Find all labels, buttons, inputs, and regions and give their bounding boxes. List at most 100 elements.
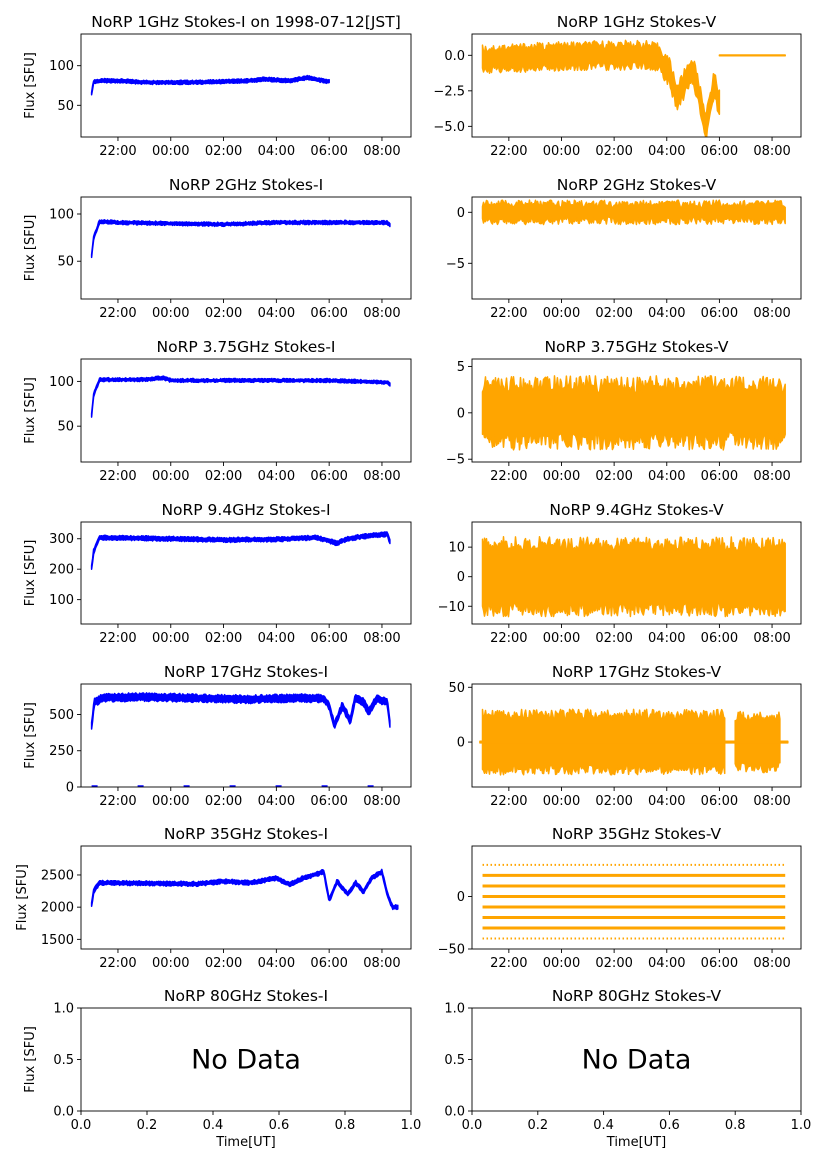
y-tick-label: 5 [457, 360, 465, 375]
y-axis-label: Flux [SFU] [23, 1026, 38, 1093]
x-axis-label: Time[UT] [606, 1135, 666, 1150]
x-tick-label: 04:00 [258, 631, 295, 646]
y-axis-label: Flux [SFU] [23, 215, 38, 282]
x-tick-label: 02:00 [595, 956, 632, 971]
x-tick-label: 04:00 [258, 956, 295, 971]
y-axis-label: Flux [SFU] [23, 52, 38, 119]
y-tick-label: 50 [448, 681, 465, 696]
x-tick-label: 06:00 [701, 956, 738, 971]
x-tick-label: 00:00 [543, 469, 580, 484]
x-tick-label: 06:00 [701, 794, 738, 809]
x-tick-label: 00:00 [152, 956, 189, 971]
x-tick-label: 22:00 [99, 794, 136, 809]
x-tick-label: 02:00 [595, 144, 632, 159]
y-axis-label: Flux [SFU] [23, 702, 38, 769]
x-tick-label: 06:00 [310, 469, 347, 484]
y-tick-label: 50 [57, 99, 74, 114]
x-tick-label: 22:00 [99, 631, 136, 646]
x-tick-label: 00:00 [152, 794, 189, 809]
panel-norp-80ghz-v: NoRP 80GHz Stokes-V 0.0 0.5 1.0 0.0 0.2 0.4 0.6… [444, 987, 811, 1150]
series-0-band [481, 536, 786, 618]
x-tick-label: 08:00 [753, 956, 790, 971]
x-tick-label: 0.6 [659, 1118, 680, 1133]
x-tick-label: 06:00 [310, 631, 347, 646]
y-tick-label: 0 [457, 736, 465, 751]
x-tick-label: 06:00 [701, 306, 738, 321]
chart-title: NoRP 1GHz Stokes-I on 1998-07-12[JST] [91, 13, 401, 31]
axes-frame [471, 358, 802, 463]
y-tick-label: 0 [66, 781, 74, 796]
y-tick-label: −5 [446, 257, 465, 272]
y-axis-label: Flux [SFU] [15, 864, 30, 931]
x-tick-label: 22:00 [490, 306, 527, 321]
axes-frame [80, 683, 412, 788]
chart-title: NoRP 1GHz Stokes-V [557, 13, 717, 31]
plot-area [90, 74, 330, 96]
x-tick-label: 08:00 [363, 306, 400, 321]
x-tick-label: 02:00 [595, 631, 632, 646]
chart-title: NoRP 9.4GHz Stokes-I [161, 501, 330, 519]
x-tick-label: 08:00 [363, 956, 400, 971]
panel-norp-17ghz-i: NoRP 17GHz Stokes-I 0 250 500 22:00 00:00 02:0… [23, 663, 412, 809]
axes-frame [80, 358, 412, 463]
x-tick-label: 22:00 [99, 306, 136, 321]
series-1-band [718, 54, 786, 57]
x-tick-label: 02:00 [205, 306, 242, 321]
plot-area [90, 868, 399, 911]
y-tick-label: −10 [438, 600, 465, 615]
y-tick-label: 50 [57, 255, 74, 270]
y-tick-label: 1.0 [444, 1002, 465, 1017]
chart-title: NoRP 17GHz Stokes-V [552, 663, 722, 681]
x-tick-label: 04:00 [648, 956, 685, 971]
x-tick-label: 22:00 [99, 956, 136, 971]
y-tick-label: 0 [457, 570, 465, 585]
y-tick-label: 500 [49, 708, 74, 723]
panel-norp-9-4ghz-i: NoRP 9.4GHz Stokes-I 100 200 300 22:00 00:00 0… [23, 501, 412, 646]
y-tick-label: 250 [49, 744, 74, 759]
x-tick-label: 22:00 [490, 469, 527, 484]
x-axis-label: Time[UT] [215, 1135, 275, 1150]
x-tick-label: 22:00 [490, 144, 527, 159]
x-tick-label: 06:00 [701, 631, 738, 646]
x-tick-label: 00:00 [152, 631, 189, 646]
x-tick-label: 00:00 [152, 469, 189, 484]
y-tick-label: 50 [57, 420, 74, 435]
series-0-band [90, 692, 391, 730]
chart-title: NoRP 3.75GHz Stokes-I [157, 338, 336, 356]
x-tick-label: 04:00 [648, 794, 685, 809]
axes-frame [80, 33, 412, 138]
x-tick-label: 04:00 [648, 144, 685, 159]
axes-frame [471, 521, 802, 625]
x-tick-label: 22:00 [99, 469, 136, 484]
x-tick-label: 04:00 [648, 469, 685, 484]
series-2-band [479, 740, 789, 744]
axes-frame [471, 683, 802, 788]
x-tick-label: 1.0 [401, 1118, 422, 1133]
y-tick-label: 200 [49, 563, 74, 578]
y-tick-label: 0 [457, 890, 465, 905]
plot-area [479, 708, 789, 776]
x-tick-label: 0.6 [269, 1118, 290, 1133]
x-tick-label: 00:00 [543, 631, 580, 646]
y-tick-label: 0 [457, 406, 465, 421]
x-tick-label: 02:00 [205, 144, 242, 159]
chart-title: NoRP 17GHz Stokes-I [164, 663, 328, 681]
x-tick-label: 1.0 [791, 1118, 812, 1133]
y-tick-label: 1.0 [53, 1002, 74, 1017]
no-data-label: No Data [191, 1045, 301, 1076]
chart-title: NoRP 80GHz Stokes-V [552, 987, 722, 1005]
plot-area [481, 39, 786, 137]
x-tick-label: 00:00 [543, 956, 580, 971]
axes-frame [80, 845, 412, 950]
y-tick-label: 300 [49, 532, 74, 547]
x-tick-label: 04:00 [258, 306, 295, 321]
x-tick-label: 02:00 [595, 469, 632, 484]
x-tick-label: 02:00 [595, 794, 632, 809]
panel-norp-1ghz-v: NoRP 1GHz Stokes-V −5.0 −2.5 0.0 22:00 00:00 0… [433, 13, 802, 159]
x-tick-label: 08:00 [753, 144, 790, 159]
panel-norp-35ghz-v: NoRP 35GHz Stokes-V −50 0 22:00 00:00 02:00 04… [438, 825, 802, 971]
plot-area [90, 219, 391, 259]
x-tick-label: 00:00 [543, 306, 580, 321]
axes-frame [80, 521, 412, 625]
